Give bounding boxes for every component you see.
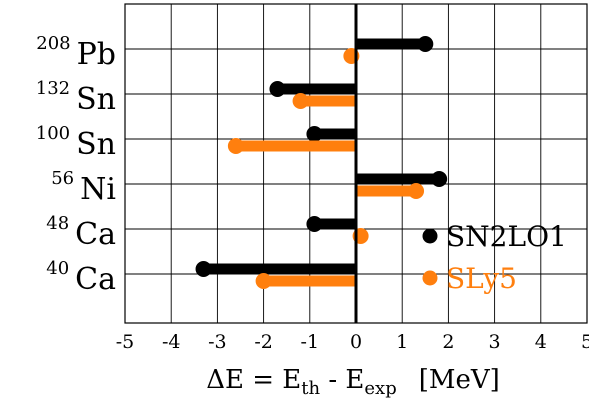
- data-point: [195, 261, 212, 277]
- data-point: [269, 81, 286, 97]
- data-point: [431, 171, 448, 187]
- x-tick-label: -3: [208, 331, 227, 353]
- y-tick-label: 132 Sn: [36, 78, 116, 117]
- x-tick-label: 3: [489, 331, 501, 353]
- y-tick-label: 40 Ca: [46, 258, 116, 297]
- x-tick-label: 0: [350, 331, 362, 353]
- x-tick-label: -4: [162, 331, 181, 353]
- bar: [314, 128, 356, 140]
- data-point: [306, 126, 323, 142]
- legend-label: SLy5: [446, 262, 517, 295]
- data-point: [417, 36, 434, 52]
- data-point: [255, 273, 272, 289]
- x-tick-label: 2: [442, 331, 454, 353]
- x-axis-tick-labels: -5 -4 -3 -2 -1 0 1 2 3 4 5: [116, 331, 589, 353]
- bar: [263, 275, 356, 287]
- bar: [277, 83, 356, 95]
- legend-marker: [422, 270, 438, 286]
- x-tick-label: 5: [581, 331, 589, 353]
- legend: SN2LO1 SLy5: [422, 220, 567, 295]
- data-point: [292, 93, 309, 109]
- bar: [356, 38, 426, 50]
- data-point: [408, 183, 425, 199]
- data-point: [306, 216, 323, 232]
- legend-marker: [422, 228, 438, 244]
- bars: [195, 36, 448, 289]
- bar: [314, 218, 356, 230]
- bar: [300, 95, 356, 107]
- bar: [235, 140, 356, 152]
- x-tick-label: -5: [116, 331, 135, 353]
- legend-label: SN2LO1: [446, 220, 567, 253]
- x-tick-label: -2: [254, 331, 273, 353]
- x-tick-label: 1: [396, 331, 408, 353]
- y-tick-label: 56 Ni: [51, 168, 116, 207]
- bar: [356, 173, 440, 185]
- x-tick-label: 4: [535, 331, 547, 353]
- data-point: [227, 138, 244, 154]
- x-axis-title: ΔE = Eth - Eexp [MeV]: [206, 365, 500, 398]
- bar: [203, 263, 356, 275]
- y-tick-label: 100 Sn: [36, 123, 116, 162]
- bar: [356, 185, 417, 197]
- y-tick-label: 208 Pb: [36, 33, 116, 72]
- x-tick-label: -1: [301, 331, 320, 353]
- y-axis-labels: 208 Pb 132 Sn 100 Sn 56 Ni 48 Ca 40 Ca: [36, 33, 116, 297]
- y-tick-label: 48 Ca: [46, 213, 116, 252]
